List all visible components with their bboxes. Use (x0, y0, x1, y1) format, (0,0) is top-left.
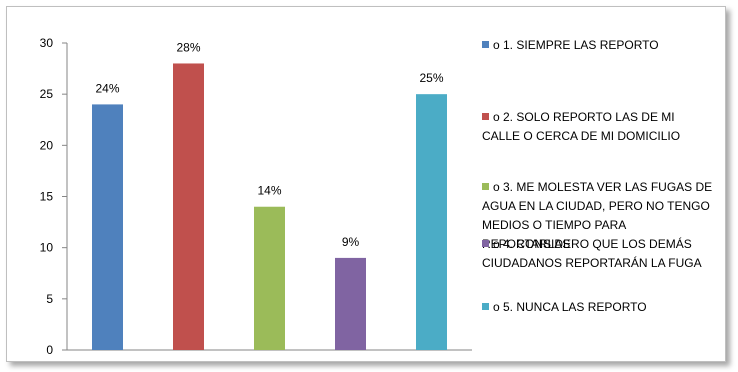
y-tick-label: 5 (46, 292, 53, 306)
data-label: 25% (419, 71, 443, 85)
y-tick-label: 25 (40, 87, 54, 101)
y-tick-label: 10 (40, 241, 54, 255)
legend-item: o 3. ME MOLESTA VER LAS FUGAS DE AGUA EN… (482, 178, 714, 254)
axes: 0 5 10 15 20 25 30 (40, 36, 472, 357)
y-tick-label: 0 (46, 343, 53, 357)
y-tick-label: 15 (40, 190, 54, 204)
legend-label: o 2. SOLO REPORTO LAS DE MI CALLE O CERC… (482, 110, 681, 143)
bar (416, 94, 447, 351)
data-labels: 24% 28% 14% 9% 25% (95, 40, 443, 248)
bar (92, 104, 123, 351)
y-tick-label: 30 (40, 36, 54, 50)
legend-label: o 4. CONSIDERO QUE LOS DEMÁS CIUDADANOS … (482, 237, 702, 270)
legend-swatch (482, 183, 489, 190)
legend-label: o 1. SIEMPRE LAS REPORTO (493, 38, 659, 52)
data-label: 9% (342, 235, 360, 249)
legend-swatch (482, 240, 489, 247)
legend-swatch (482, 113, 489, 120)
legend-swatch (482, 303, 489, 310)
legend-item: o 5. NUNCA LAS REPORTO (482, 298, 714, 317)
bar (173, 63, 204, 350)
data-label: 14% (257, 184, 281, 198)
data-label: 24% (95, 81, 119, 95)
bar (254, 206, 285, 350)
legend-item: o 2. SOLO REPORTO LAS DE MI CALLE O CERC… (482, 108, 714, 146)
legend-label: o 3. ME MOLESTA VER LAS FUGAS DE AGUA EN… (482, 180, 713, 251)
legend-item: o 4. CONSIDERO QUE LOS DEMÁS CIUDADANOS … (482, 235, 714, 273)
bars (92, 63, 447, 351)
bar (335, 257, 366, 350)
legend-swatch (482, 41, 489, 48)
data-label: 28% (176, 40, 200, 54)
legend-label: o 5. NUNCA LAS REPORTO (493, 300, 647, 314)
legend-item: o 1. SIEMPRE LAS REPORTO (482, 36, 714, 55)
y-tick-label: 20 (40, 138, 54, 152)
